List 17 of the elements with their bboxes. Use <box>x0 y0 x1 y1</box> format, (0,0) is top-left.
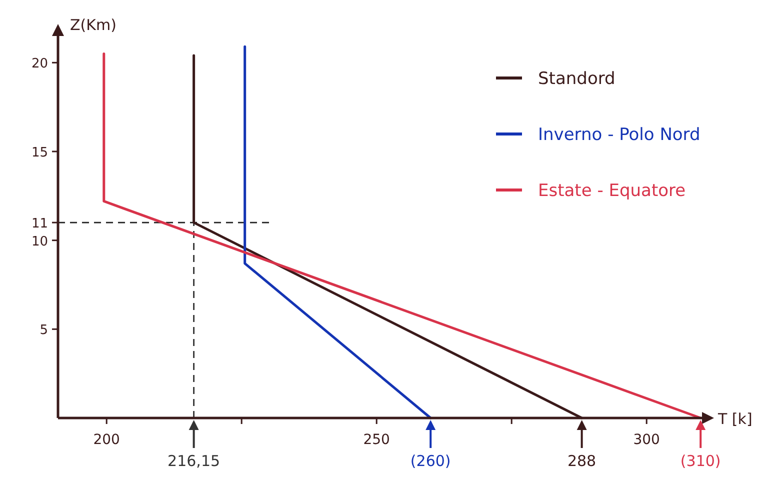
annotation: (260) <box>410 452 451 470</box>
annotation: (310) <box>680 452 721 470</box>
y-tick-label: 20 <box>31 56 48 72</box>
y-tick-label: 10 <box>31 234 48 250</box>
y-tick-label: 5 <box>40 323 48 338</box>
y-tick-label: 15 <box>31 145 48 160</box>
x-axis-title: T [k] <box>717 410 752 428</box>
annotation: 288 <box>567 452 596 470</box>
x-tick-label: 250 <box>363 432 390 448</box>
legend-label: Estate - Equatore <box>538 181 686 201</box>
y-axis-title: Z(Km) <box>70 16 116 34</box>
x-tick-label: 300 <box>633 432 660 448</box>
y-tick-label: 11 <box>31 216 48 232</box>
legend-label: Inverno - Polo Nord <box>538 125 700 145</box>
annotation: 216,15 <box>168 452 220 470</box>
legend-label: Standord <box>538 69 616 89</box>
x-tick-label: 200 <box>93 432 120 448</box>
